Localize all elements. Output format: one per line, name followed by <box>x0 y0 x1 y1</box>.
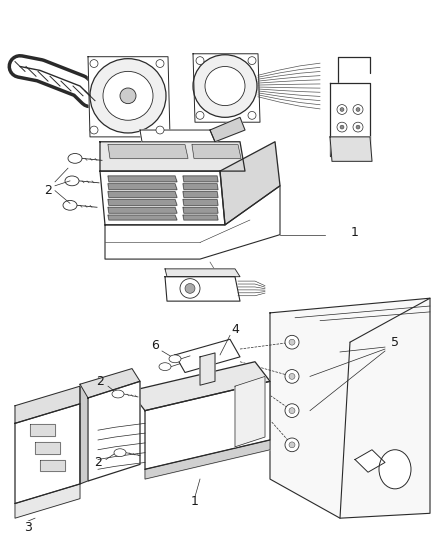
Polygon shape <box>80 369 140 398</box>
Polygon shape <box>270 298 430 518</box>
Circle shape <box>353 104 363 115</box>
Text: 4: 4 <box>231 323 239 336</box>
Polygon shape <box>100 171 225 225</box>
Polygon shape <box>100 142 245 171</box>
Text: 1: 1 <box>191 495 199 508</box>
Polygon shape <box>108 207 177 213</box>
Circle shape <box>248 111 256 119</box>
Ellipse shape <box>63 200 77 210</box>
Circle shape <box>193 55 257 117</box>
Polygon shape <box>108 215 177 220</box>
Polygon shape <box>330 137 372 161</box>
Polygon shape <box>35 442 60 454</box>
Polygon shape <box>183 184 218 190</box>
Polygon shape <box>108 176 177 182</box>
Polygon shape <box>108 144 188 158</box>
Polygon shape <box>183 207 218 213</box>
Text: 2: 2 <box>44 184 52 197</box>
Polygon shape <box>165 269 240 277</box>
Circle shape <box>248 56 256 64</box>
Circle shape <box>356 125 360 129</box>
Ellipse shape <box>114 449 126 457</box>
Circle shape <box>353 122 363 132</box>
Polygon shape <box>330 83 370 156</box>
Text: 2: 2 <box>94 456 102 469</box>
Polygon shape <box>108 192 177 198</box>
Circle shape <box>285 369 299 383</box>
Polygon shape <box>108 184 177 190</box>
Circle shape <box>356 108 360 111</box>
Circle shape <box>156 60 164 68</box>
Polygon shape <box>145 381 270 469</box>
Ellipse shape <box>169 355 181 363</box>
Circle shape <box>185 284 195 293</box>
Polygon shape <box>175 340 240 373</box>
Polygon shape <box>183 199 218 205</box>
Text: 6: 6 <box>151 338 159 352</box>
Circle shape <box>289 408 295 414</box>
Circle shape <box>285 335 299 349</box>
Polygon shape <box>88 56 170 137</box>
Polygon shape <box>108 199 177 205</box>
Circle shape <box>103 71 153 120</box>
Circle shape <box>337 122 347 132</box>
Circle shape <box>120 88 136 103</box>
Polygon shape <box>355 450 385 472</box>
Polygon shape <box>80 386 100 484</box>
Polygon shape <box>183 215 218 220</box>
Text: 5: 5 <box>391 336 399 349</box>
Circle shape <box>180 279 200 298</box>
Polygon shape <box>40 459 65 471</box>
Polygon shape <box>235 376 265 447</box>
Polygon shape <box>165 277 240 301</box>
Polygon shape <box>192 144 241 158</box>
Circle shape <box>340 125 344 129</box>
Polygon shape <box>88 381 140 481</box>
Circle shape <box>337 104 347 115</box>
Ellipse shape <box>68 154 82 163</box>
Ellipse shape <box>112 390 124 398</box>
Circle shape <box>156 126 164 134</box>
Ellipse shape <box>159 363 171 370</box>
Text: 1: 1 <box>351 226 359 239</box>
Polygon shape <box>200 353 215 385</box>
Polygon shape <box>30 424 55 436</box>
Polygon shape <box>183 192 218 198</box>
Circle shape <box>289 340 295 345</box>
Circle shape <box>196 56 204 64</box>
Circle shape <box>196 111 204 119</box>
Circle shape <box>90 59 166 133</box>
Polygon shape <box>130 362 270 410</box>
Polygon shape <box>15 404 80 504</box>
Circle shape <box>285 404 299 417</box>
Polygon shape <box>15 484 80 518</box>
Circle shape <box>285 438 299 451</box>
Text: 3: 3 <box>24 521 32 533</box>
Circle shape <box>90 60 98 68</box>
Text: 2: 2 <box>96 375 104 388</box>
Ellipse shape <box>65 176 79 186</box>
Polygon shape <box>183 176 218 182</box>
Circle shape <box>90 126 98 134</box>
Polygon shape <box>193 54 260 122</box>
Polygon shape <box>210 117 245 142</box>
Circle shape <box>289 374 295 379</box>
Polygon shape <box>105 186 280 259</box>
Circle shape <box>205 67 245 106</box>
Polygon shape <box>15 386 80 423</box>
Polygon shape <box>140 130 215 142</box>
Polygon shape <box>145 440 270 479</box>
Ellipse shape <box>379 450 411 489</box>
Circle shape <box>340 108 344 111</box>
Polygon shape <box>220 142 280 225</box>
Circle shape <box>289 442 295 448</box>
